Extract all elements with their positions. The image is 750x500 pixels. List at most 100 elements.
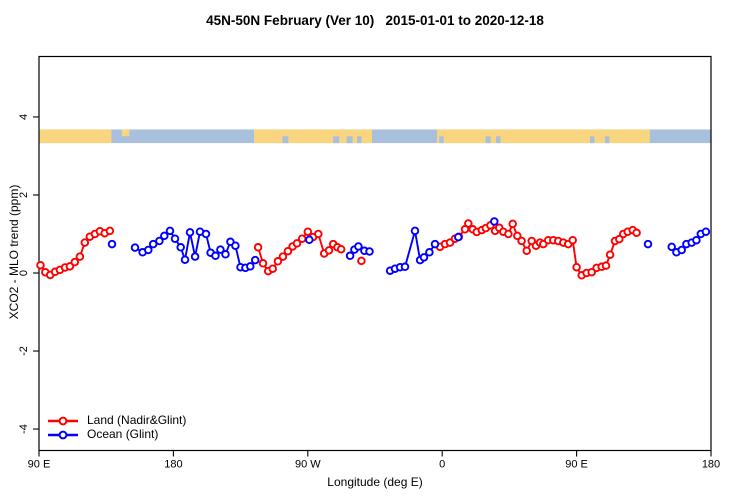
ocean-series-point bbox=[250, 255, 260, 265]
legend-label-land: Land (Nadir&Glint) bbox=[87, 413, 187, 427]
legend: Land (Nadir&Glint) Ocean (Glint) bbox=[47, 414, 186, 441]
y-tick-label: 0 bbox=[18, 270, 30, 276]
land-series-point bbox=[70, 257, 80, 267]
ocean-series-point bbox=[425, 248, 434, 257]
ocean-series-point bbox=[216, 245, 225, 254]
ocean-series-point bbox=[201, 229, 211, 239]
ocean-strip-segment bbox=[495, 136, 501, 144]
ocean-strip-segment bbox=[485, 136, 491, 144]
x-tick-label: 180 bbox=[164, 459, 182, 471]
land-series-point bbox=[292, 239, 302, 248]
legend-entry-ocean: Ocean (Glint) bbox=[47, 428, 186, 441]
x-axis-label: Longitude (deg E) bbox=[327, 475, 423, 489]
land-series-point bbox=[258, 259, 268, 268]
land-series-point bbox=[605, 250, 615, 259]
ocean-series-point bbox=[165, 226, 175, 236]
ocean-series-point bbox=[180, 255, 190, 264]
ocean-series-point bbox=[246, 262, 255, 271]
ocean-series-point bbox=[643, 239, 653, 249]
land-series-point bbox=[36, 260, 45, 270]
land-series-point bbox=[303, 227, 313, 236]
ocean-series-point bbox=[419, 253, 429, 262]
ocean-series-point bbox=[430, 239, 440, 249]
land-series-point bbox=[572, 262, 581, 272]
land-series-point bbox=[314, 229, 323, 239]
x-tick-label: 90 E bbox=[28, 459, 51, 471]
ocean-series-point bbox=[677, 245, 686, 255]
land-series-point bbox=[464, 219, 473, 228]
land-strip-segment bbox=[39, 129, 112, 144]
land-series-point bbox=[522, 246, 531, 256]
legend-marker-land-icon bbox=[48, 416, 78, 425]
ocean-strip-segment bbox=[357, 136, 362, 144]
ocean-strip-segment bbox=[333, 136, 340, 144]
legend-entry-land: Land (Nadir&Glint) bbox=[47, 414, 186, 427]
ocean-series-point bbox=[454, 232, 463, 242]
ocean-series-point bbox=[701, 227, 711, 236]
chart-title: 45N-50N February (Ver 10) 2015-01-01 to … bbox=[206, 13, 544, 28]
ocean-series-point bbox=[365, 247, 374, 256]
ocean-series-point bbox=[231, 241, 240, 250]
land-series-point bbox=[253, 243, 263, 252]
land-strip-segment bbox=[254, 129, 373, 144]
land-series-point bbox=[357, 256, 366, 266]
land-series-point bbox=[283, 246, 293, 256]
land-series-point bbox=[513, 231, 522, 241]
plot-frame bbox=[38, 55, 712, 452]
ocean-strip-segment bbox=[346, 136, 353, 144]
ocean-series-point bbox=[170, 234, 180, 243]
land-series-point bbox=[504, 229, 513, 239]
ocean-series-point bbox=[410, 226, 420, 236]
land-series-point bbox=[268, 264, 277, 273]
x-tick-label: 0 bbox=[439, 459, 445, 471]
ocean-series-point bbox=[130, 243, 140, 252]
land-strip-segment bbox=[121, 129, 130, 137]
land-series-point bbox=[278, 252, 288, 261]
x-tick-label: 180 bbox=[702, 459, 720, 471]
ocean-series-point bbox=[185, 228, 195, 237]
y-tick-label: -2 bbox=[18, 346, 30, 356]
ocean-series-point bbox=[144, 245, 153, 255]
ocean-series-point bbox=[400, 262, 410, 272]
x-tick-label: 90 E bbox=[565, 459, 588, 471]
land-series-point bbox=[632, 228, 641, 238]
ocean-strip-segment bbox=[590, 136, 595, 144]
land-series-line bbox=[39, 230, 111, 277]
ocean-series-point bbox=[692, 235, 701, 245]
ocean-series-point bbox=[490, 217, 499, 226]
land-series-point bbox=[105, 226, 115, 236]
land-series-point bbox=[517, 236, 526, 246]
y-tick-label: 2 bbox=[18, 192, 30, 198]
land-series-point bbox=[297, 234, 307, 243]
ocean-series-point bbox=[160, 231, 169, 241]
land-series-point bbox=[508, 219, 517, 229]
land-series-point bbox=[324, 246, 334, 255]
land-strip-segment bbox=[436, 129, 650, 144]
x-tick-label: 90 W bbox=[295, 459, 321, 471]
ocean-series-point bbox=[667, 242, 676, 252]
y-tick-label: -4 bbox=[18, 424, 30, 434]
ocean-series-point bbox=[345, 251, 355, 261]
ocean-series-point bbox=[221, 250, 230, 259]
legend-marker-ocean-icon bbox=[48, 430, 78, 439]
ocean-series-point bbox=[155, 236, 164, 246]
ocean-series-point bbox=[305, 235, 314, 245]
ocean-strip-segment bbox=[439, 136, 444, 144]
legend-label-ocean: Ocean (Glint) bbox=[87, 427, 159, 441]
y-axis-label: XCO2 - MLO trend (ppm) bbox=[7, 184, 21, 320]
land-series-point bbox=[601, 261, 611, 270]
y-tick-label: 4 bbox=[18, 114, 30, 120]
land-series-point bbox=[336, 244, 346, 254]
ocean-strip-segment bbox=[604, 136, 610, 144]
ocean-series-point bbox=[176, 243, 185, 252]
ocean-series-point bbox=[190, 252, 200, 261]
land-series-point bbox=[80, 238, 90, 247]
ocean-series-point bbox=[211, 251, 220, 261]
ocean-series-point bbox=[107, 239, 117, 249]
land-series-point bbox=[273, 257, 283, 266]
land-series-point bbox=[75, 252, 85, 261]
ocean-series-point bbox=[354, 242, 363, 251]
land-series-point bbox=[568, 235, 577, 245]
